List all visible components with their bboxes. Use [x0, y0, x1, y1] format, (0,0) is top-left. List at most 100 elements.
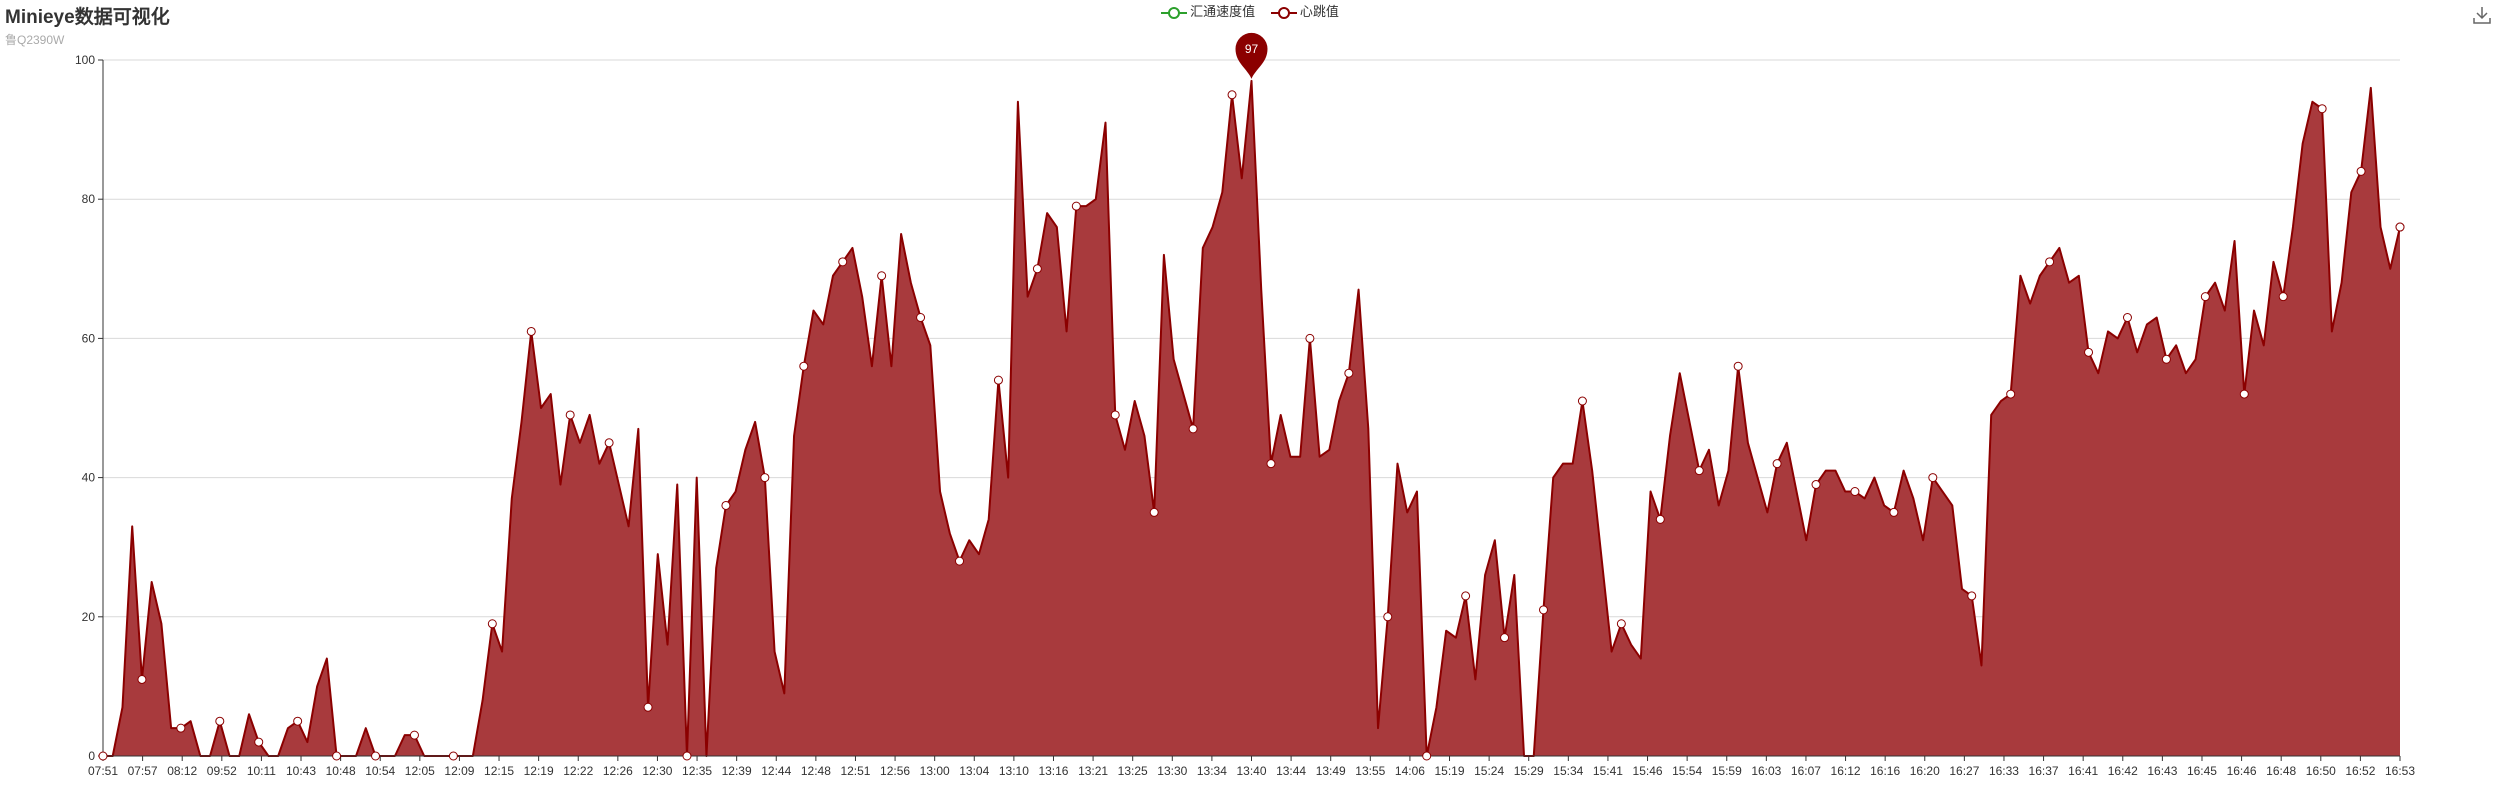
x-tick-label: 12:22 [563, 764, 593, 778]
legend-label-velocity: 汇通速度值 [1190, 4, 1256, 19]
x-tick-label: 12:26 [603, 764, 633, 778]
data-point[interactable] [1227, 90, 1237, 100]
x-tick-label: 16:27 [1949, 764, 1979, 778]
x-tick-label: 16:16 [1870, 764, 1900, 778]
data-point[interactable] [1266, 459, 1276, 469]
data-point[interactable] [1344, 368, 1354, 378]
legend-item-heart[interactable]: 心跳值 [1270, 1, 1339, 20]
x-tick-label: 13:40 [1236, 764, 1266, 778]
legend-line-circle-icon [1270, 6, 1297, 19]
data-point[interactable] [2239, 389, 2249, 399]
data-point[interactable] [1383, 612, 1393, 622]
data-point[interactable] [1538, 605, 1548, 615]
legend: 汇通速度值 心跳值 [0, 1, 2500, 20]
legend-label-heart: 心跳值 [1299, 4, 1339, 19]
x-tick-label: 07:51 [88, 764, 118, 778]
data-point[interactable] [1967, 591, 1977, 601]
data-point[interactable] [604, 438, 614, 448]
data-point[interactable] [293, 716, 303, 726]
data-point[interactable] [1772, 459, 1782, 469]
data-point[interactable] [1149, 507, 1159, 517]
data-point[interactable] [1422, 751, 1432, 761]
data-point[interactable] [1110, 410, 1120, 420]
data-point[interactable] [2317, 104, 2327, 114]
data-point[interactable] [760, 473, 770, 483]
data-point[interactable] [2395, 222, 2405, 232]
series-points [98, 90, 2405, 761]
data-point[interactable] [799, 361, 809, 371]
y-tick-label: 100 [75, 53, 95, 67]
x-tick-label: 13:16 [1038, 764, 1068, 778]
data-point[interactable] [1188, 424, 1198, 434]
data-point[interactable] [332, 751, 342, 761]
data-point[interactable] [565, 410, 575, 420]
data-point[interactable] [1577, 396, 1587, 406]
x-tick-label: 16:03 [1751, 764, 1781, 778]
y-tick-label: 0 [88, 749, 95, 763]
data-point[interactable] [1305, 333, 1315, 343]
data-point[interactable] [838, 257, 848, 267]
data-point[interactable] [1655, 514, 1665, 524]
x-tick-label: 16:45 [2187, 764, 2217, 778]
legend-item-velocity[interactable]: 汇通速度值 [1161, 1, 1255, 20]
data-point[interactable] [448, 751, 458, 761]
x-tick-label: 12:56 [880, 764, 910, 778]
data-point[interactable] [2045, 257, 2055, 267]
y-tick-label: 40 [82, 471, 96, 485]
data-point[interactable] [2200, 292, 2210, 302]
x-tick-label: 13:55 [1355, 764, 1385, 778]
data-point[interactable] [916, 313, 926, 323]
data-point[interactable] [371, 751, 381, 761]
data-point[interactable] [409, 730, 419, 740]
data-point[interactable] [1461, 591, 1471, 601]
data-point[interactable] [643, 702, 653, 712]
x-tick-label: 12:39 [722, 764, 752, 778]
data-point[interactable] [1850, 487, 1860, 497]
data-point[interactable] [1500, 633, 1510, 643]
x-tick-label: 12:19 [524, 764, 554, 778]
chart-subtitle: 鲁Q2390W [5, 33, 65, 47]
data-point[interactable] [2278, 292, 2288, 302]
series-line-heart [103, 79, 2401, 757]
data-point[interactable] [2006, 389, 2016, 399]
x-tick-label: 08:12 [167, 764, 197, 778]
data-point[interactable] [877, 271, 887, 281]
data-point[interactable] [137, 674, 147, 684]
data-point[interactable] [1928, 473, 1938, 483]
data-point[interactable] [1694, 466, 1704, 476]
data-point[interactable] [955, 556, 965, 566]
data-point[interactable] [2356, 166, 2366, 176]
data-point[interactable] [1071, 201, 1081, 211]
data-point[interactable] [215, 716, 225, 726]
data-point[interactable] [682, 751, 692, 761]
x-tick-label: 16:43 [2147, 764, 2177, 778]
chart-title: Minieye数据可视化 [5, 7, 170, 28]
data-point[interactable] [254, 737, 264, 747]
x-tick-label: 13:25 [1118, 764, 1148, 778]
data-point[interactable] [1811, 480, 1821, 490]
data-point[interactable] [2084, 347, 2094, 357]
data-point[interactable] [1616, 619, 1626, 629]
x-tick-label: 16:12 [1831, 764, 1861, 778]
data-point[interactable] [2122, 313, 2132, 323]
x-tick-label: 15:34 [1553, 764, 1583, 778]
data-point[interactable] [721, 500, 731, 510]
data-point[interactable] [1032, 264, 1042, 274]
data-point[interactable] [1733, 361, 1743, 371]
x-tick-label: 16:42 [2108, 764, 2138, 778]
data-point[interactable] [2161, 354, 2171, 364]
x-tick-label: 12:30 [642, 764, 672, 778]
data-point[interactable] [526, 326, 536, 336]
x-tick-label: 14:06 [1395, 764, 1425, 778]
x-tick-label: 09:52 [207, 764, 237, 778]
max-pin-icon [1235, 32, 1268, 79]
data-point[interactable] [993, 375, 1003, 385]
data-point[interactable] [98, 751, 108, 761]
data-point[interactable] [487, 619, 497, 629]
data-point[interactable] [176, 723, 186, 733]
x-tick-label: 15:41 [1593, 764, 1623, 778]
data-point[interactable] [1889, 507, 1899, 517]
x-tick-label: 15:29 [1514, 764, 1544, 778]
download-icon[interactable] [2472, 5, 2492, 25]
x-tick-label: 13:00 [920, 764, 950, 778]
